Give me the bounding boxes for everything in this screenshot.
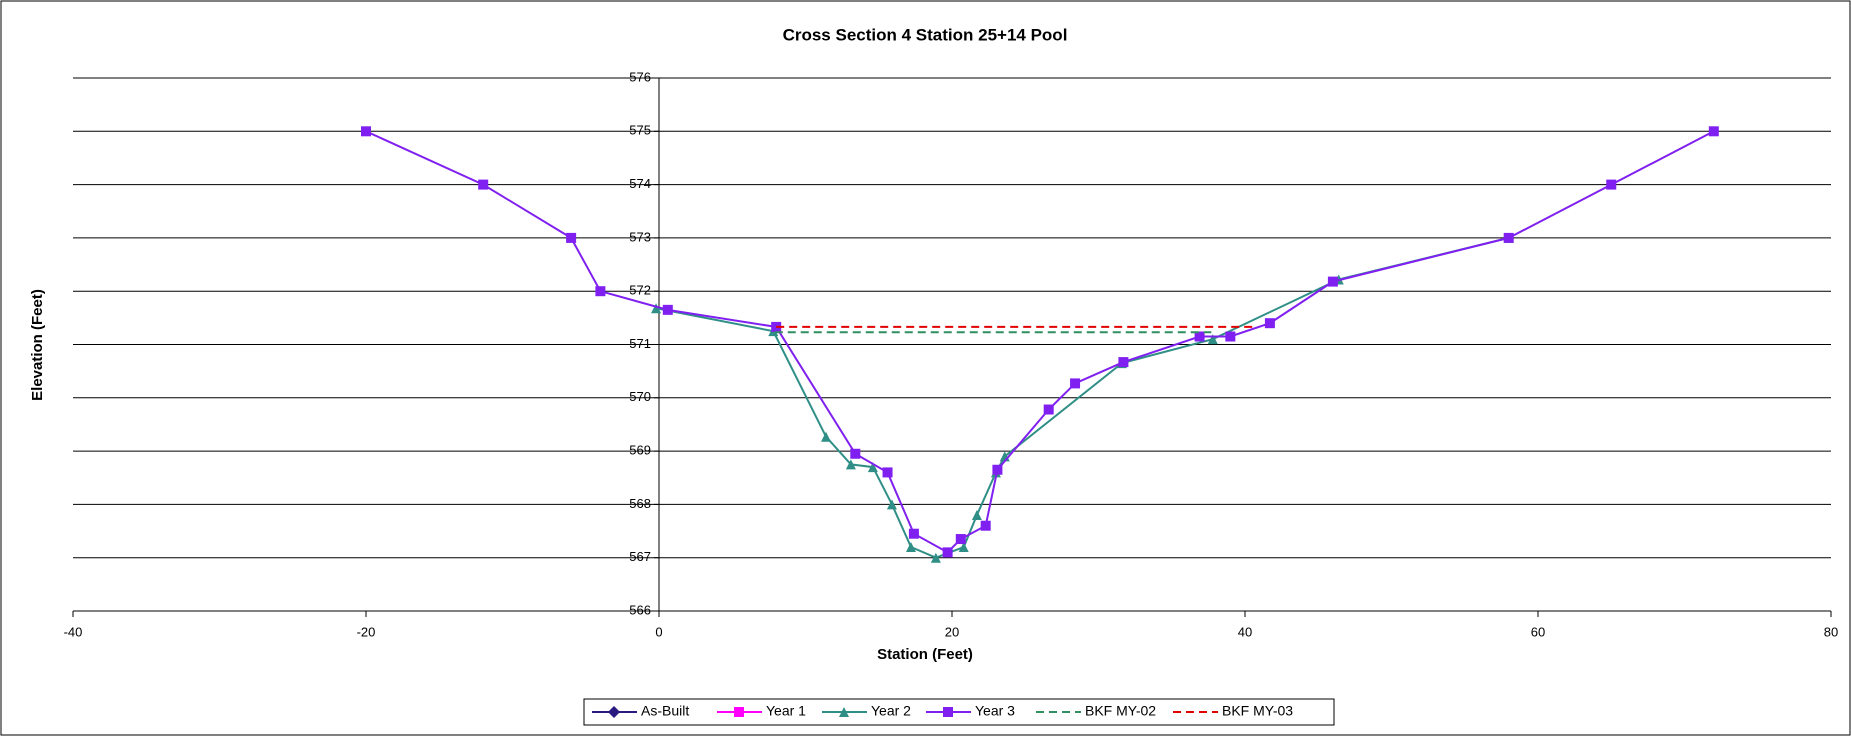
x-tick-label: -40 — [64, 624, 83, 639]
legend-label: Year 3 — [975, 703, 1015, 719]
data-point — [1503, 232, 1514, 243]
y-tick-label: 570 — [629, 389, 651, 404]
data-point — [955, 534, 966, 545]
x-tick-label: 60 — [1531, 624, 1545, 639]
data-point — [958, 542, 969, 553]
y-tick-label: 567 — [629, 549, 651, 564]
data-point — [930, 552, 941, 563]
data-point — [980, 520, 991, 531]
data-point — [1207, 334, 1218, 345]
y-tick-label: 573 — [629, 229, 651, 244]
x-tick-label: -20 — [357, 624, 376, 639]
data-point — [1118, 357, 1129, 368]
chart-title: Cross Section 4 Station 25+14 Pool — [783, 25, 1068, 44]
y-tick-label: 566 — [629, 602, 651, 617]
x-tick-label: 0 — [655, 624, 662, 639]
data-point — [595, 286, 606, 297]
data-point — [867, 462, 878, 473]
y-tick-label: 571 — [629, 336, 651, 351]
x-tick-label: 80 — [1824, 624, 1838, 639]
data-point — [992, 464, 1003, 475]
data-point — [882, 467, 893, 478]
data-point — [1225, 331, 1236, 342]
data-point — [662, 304, 673, 315]
data-point — [1708, 126, 1719, 137]
y-tick-label: 576 — [629, 69, 651, 84]
y-tick-label: 568 — [629, 496, 651, 511]
data-point — [850, 448, 861, 459]
data-point — [608, 706, 620, 718]
y-tick-label: 569 — [629, 443, 651, 458]
data-point — [1264, 318, 1275, 329]
y-tick-label: 572 — [629, 283, 651, 298]
data-point — [651, 303, 662, 314]
data-point — [1043, 404, 1054, 415]
legend-label: Year 1 — [766, 703, 806, 719]
data-point — [734, 707, 744, 717]
data-point — [1070, 378, 1081, 389]
y-tick-label: 574 — [629, 176, 651, 191]
data-point — [566, 232, 577, 243]
y-tick-label: 575 — [629, 123, 651, 138]
data-point — [361, 126, 371, 137]
data-point — [886, 499, 897, 510]
x-axis-title: Station (Feet) — [877, 646, 973, 663]
data-point — [839, 707, 849, 717]
data-point — [1327, 276, 1338, 287]
data-point — [845, 459, 856, 470]
legend-label: BKF MY-03 — [1222, 703, 1293, 719]
data-point — [1606, 179, 1617, 190]
data-point — [908, 528, 919, 539]
data-point — [971, 510, 982, 521]
x-tick-label: 20 — [945, 624, 959, 639]
data-point — [478, 179, 489, 190]
data-point — [942, 547, 953, 558]
data-point — [943, 707, 953, 717]
y-axis-title: Elevation (Feet) — [29, 289, 46, 401]
legend-label: Year 2 — [871, 703, 911, 719]
x-tick-label: 40 — [1238, 624, 1252, 639]
data-point — [905, 542, 916, 553]
legend-label: BKF MY-02 — [1085, 703, 1156, 719]
data-point — [1194, 331, 1205, 342]
legend-label: As-Built — [641, 703, 689, 719]
data-point — [821, 431, 832, 442]
